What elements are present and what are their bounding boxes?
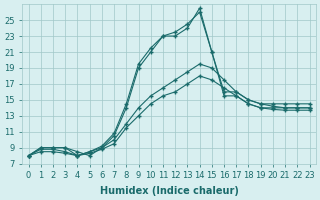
X-axis label: Humidex (Indice chaleur): Humidex (Indice chaleur): [100, 186, 238, 196]
